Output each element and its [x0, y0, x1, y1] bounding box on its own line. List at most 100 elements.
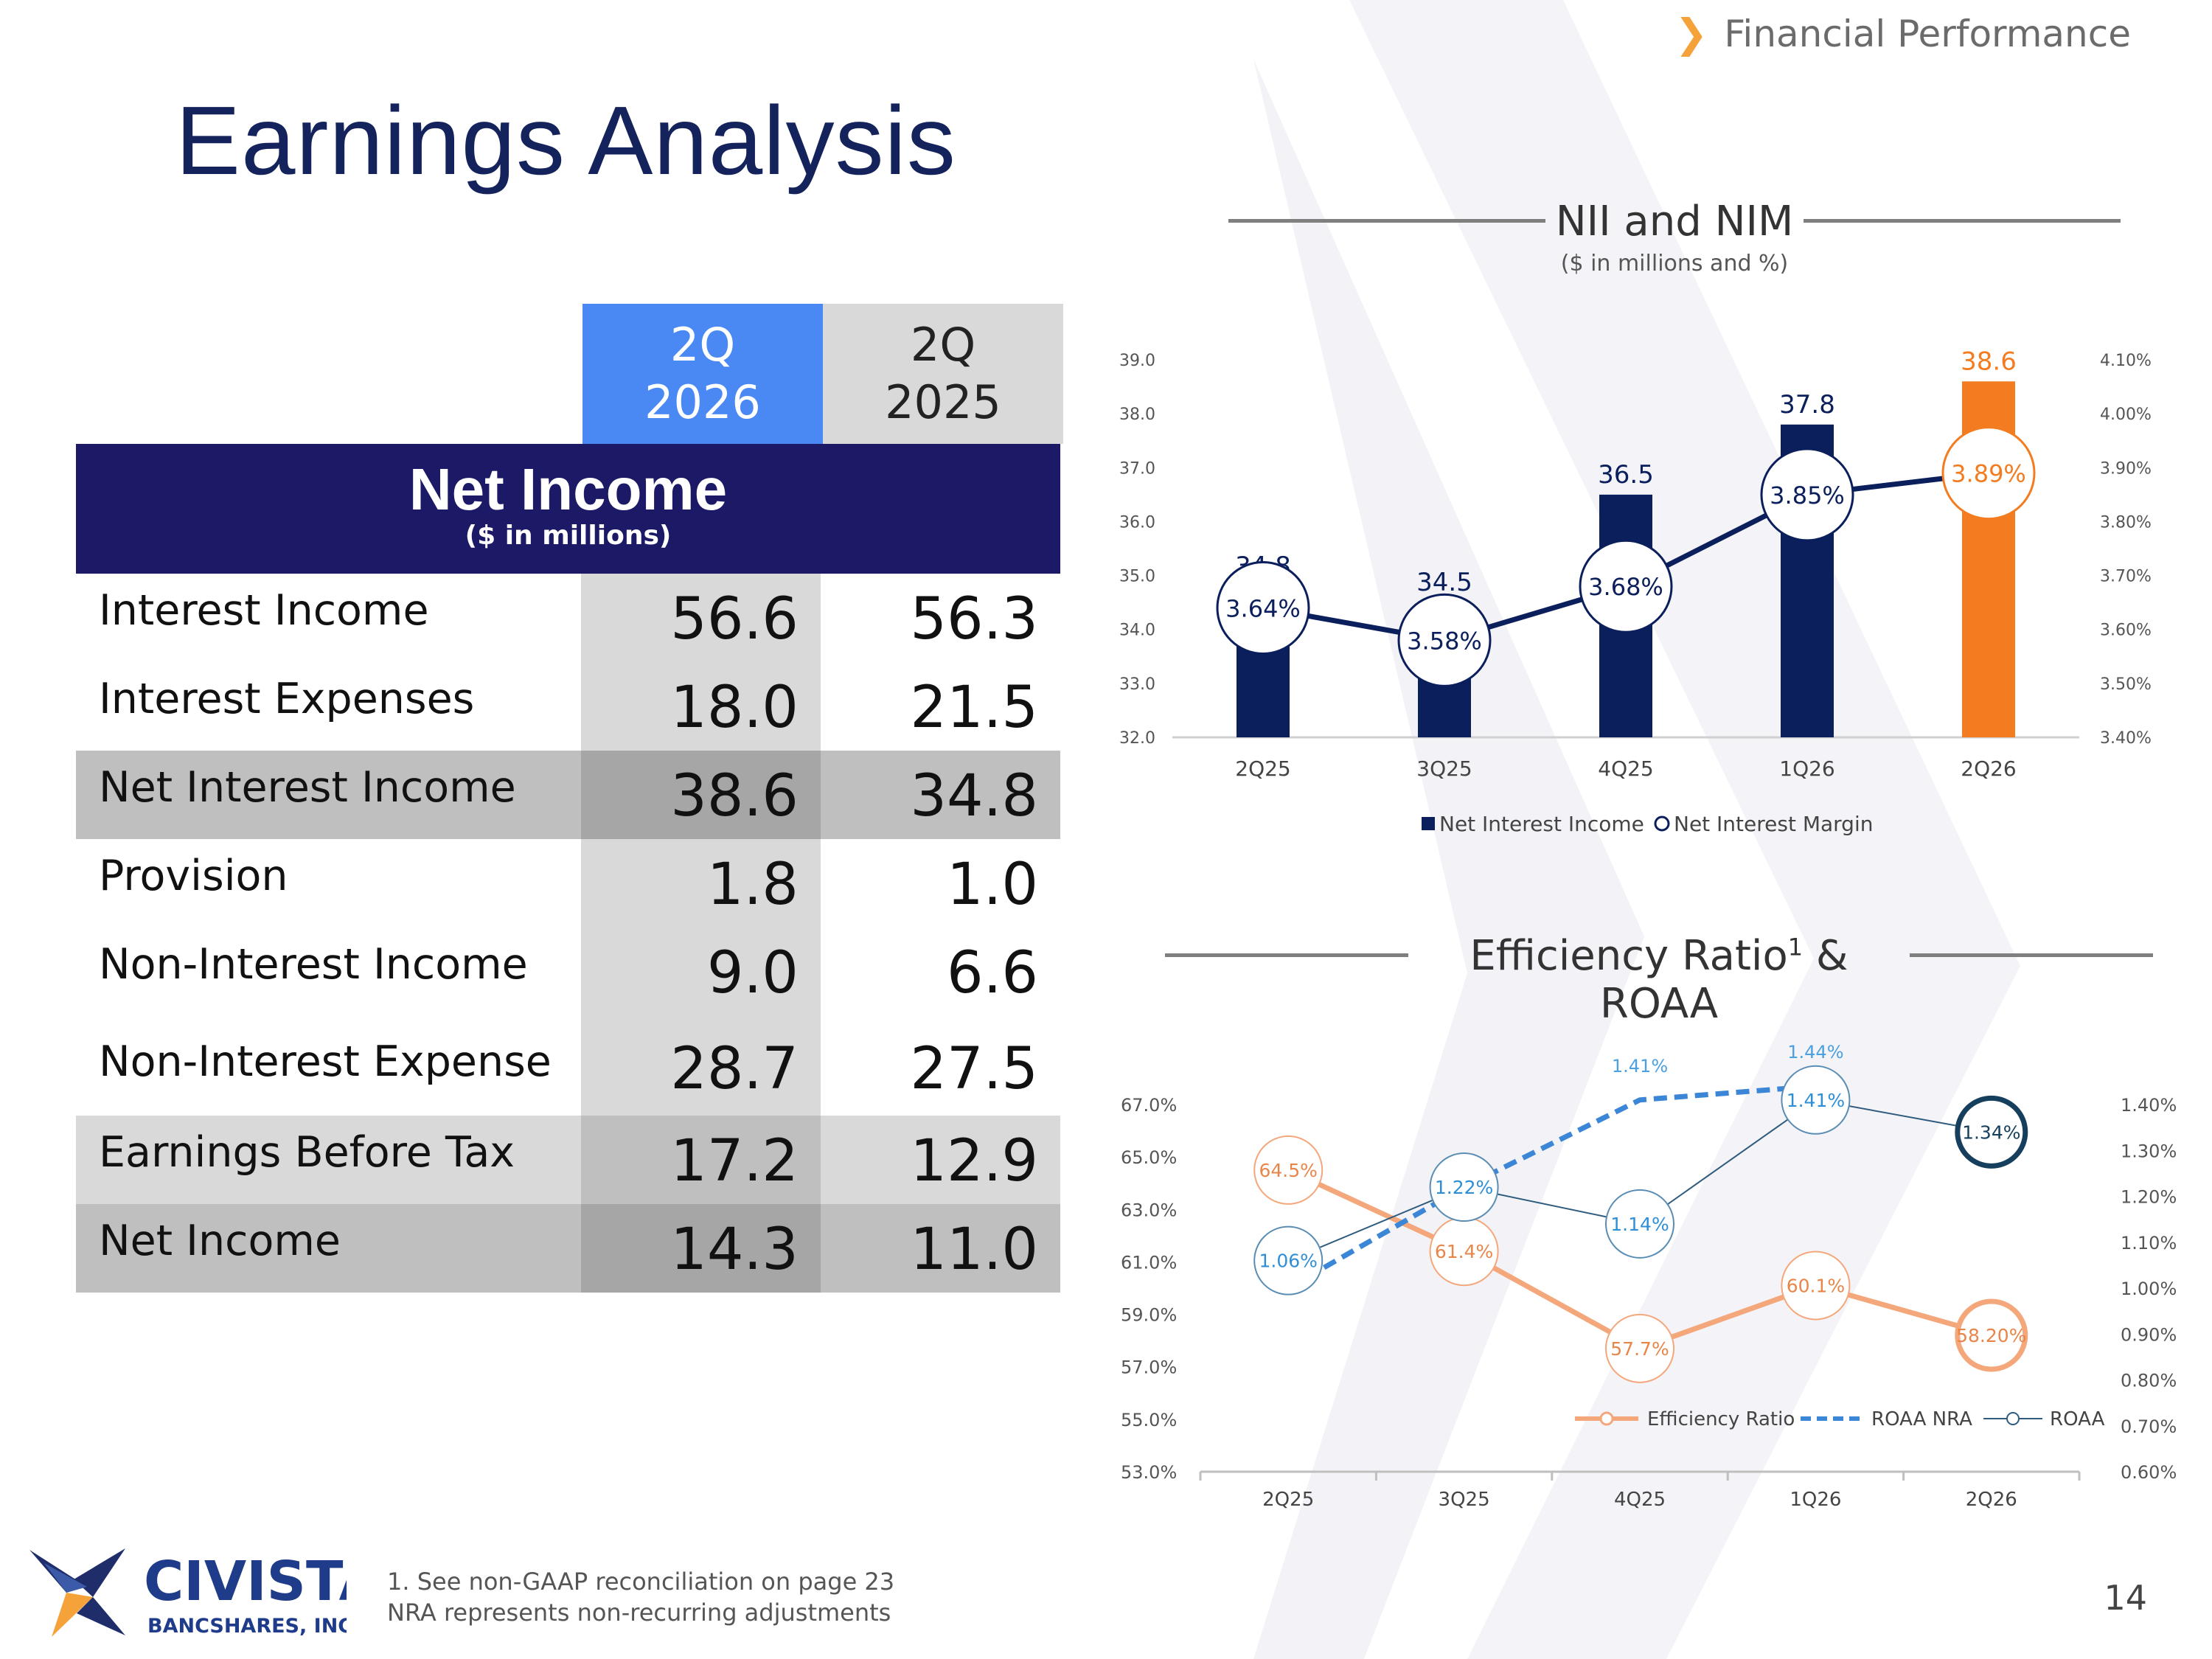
roaa-data-label: 1.22%: [1435, 1177, 1493, 1198]
row-value-current: 1.8: [580, 839, 821, 928]
x-tick-label: 3Q25: [1416, 757, 1472, 781]
x-tick-label: 2Q26: [1966, 1489, 2017, 1511]
y-right-tick-label: 1.40%: [2121, 1095, 2177, 1116]
nim-point: [1579, 539, 1673, 633]
y-left-tick-label: 67.0%: [1121, 1095, 1177, 1116]
efficiency-ratio-data-label: 57.7%: [1610, 1338, 1669, 1360]
row-value-current: 17.2: [580, 1116, 821, 1204]
y-right-tick-label: 3.70%: [2100, 568, 2152, 586]
roaa-data-label: 1.34%: [1962, 1121, 2020, 1143]
y-left-tick-label: 36.0: [1119, 513, 1155, 532]
nii-nim-chart: 32.0 33.0 34.0 35.0 36.0 37.0 38.0 39.0 3.40% 3.5…: [1119, 347, 2152, 836]
chart-title-footnote-marker: 1: [1787, 933, 1804, 961]
header-period: 2Q: [669, 318, 736, 372]
row-label: Net Income: [76, 1204, 581, 1293]
bar-data-label: 38.6: [1961, 347, 2017, 376]
chevron-right-icon: ❯: [1674, 10, 1708, 57]
roaa-point: [1429, 1152, 1499, 1222]
y-left-tick-label: 38.0: [1119, 406, 1155, 424]
roaa-data-label: 1.14%: [1610, 1214, 1669, 1235]
efficiency-ratio-data-label: 64.5%: [1259, 1160, 1317, 1181]
y-right-tick-label: 1.20%: [2121, 1187, 2177, 1208]
bar-data-label: 37.8: [1779, 390, 1835, 420]
y-left-tick-label: 55.0%: [1121, 1410, 1177, 1430]
nim-data-label: 3.68%: [1588, 573, 1663, 601]
y-right-tick-label: 0.80%: [2121, 1371, 2177, 1391]
nim-point: [1941, 426, 2036, 521]
efficiency-roaa-chart: 53.0% 55.0% 57.0% 59.0% 61.0% 63.0% 65.0% 67.0%…: [1121, 1042, 2177, 1511]
nim-point: [1760, 448, 1854, 542]
company-logo: CIVISTA BANCSHARES, INC.: [22, 1541, 381, 1647]
table-row: Net Interest Income 38.6 34.8: [76, 751, 1060, 839]
x-tick-label: 2Q26: [1961, 757, 2016, 781]
y-left-tick-label: 32.0: [1119, 729, 1155, 748]
nim-data-label: 3.85%: [1770, 481, 1845, 509]
row-label: Earnings Before Tax: [76, 1116, 581, 1204]
roaa-point: [1605, 1189, 1674, 1259]
row-label: Non-Interest Expense: [99, 1037, 552, 1086]
heading-rule: [1804, 219, 2121, 223]
efficiency-ratio-data-label: 61.4%: [1435, 1241, 1493, 1262]
efficiency-ratio-data-label: 58.20%: [1956, 1325, 2026, 1346]
roaa-nra-line: [1287, 1083, 1816, 1291]
x-tick-label: 4Q25: [1598, 757, 1653, 781]
y-left-tick-label: 53.0%: [1121, 1462, 1177, 1483]
legend-label: ROAA: [2050, 1408, 2105, 1430]
y-right-tick-label: 3.50%: [2100, 675, 2152, 694]
row-value-current: 38.6: [580, 751, 821, 839]
logo-subtitle: BANCSHARES, INC.: [147, 1615, 347, 1638]
row-value-prior: 12.9: [820, 1116, 1060, 1204]
y-right-tick-label: 1.00%: [2121, 1279, 2177, 1299]
y-right-tick-label: 0.90%: [2121, 1324, 2177, 1345]
footnotes: 1. See non-GAAP reconciliation on page 2…: [387, 1566, 894, 1628]
legend-marker-efficiency: [1599, 1411, 1614, 1426]
x-tick-label: 4Q25: [1614, 1489, 1666, 1511]
section-title: Net Income: [408, 456, 728, 522]
legend-label: Net Interest Income: [1439, 812, 1644, 836]
legend-marker-roaa: [2006, 1412, 2020, 1425]
bar-data-label: 36.5: [1598, 460, 1654, 490]
y-left-tick-label: 57.0%: [1121, 1357, 1177, 1378]
heading-rule: [1228, 219, 1545, 223]
chart-subtitle: ($ in millions and %): [1560, 251, 1789, 276]
chart-title-main: Efficiency Ratio: [1470, 932, 1788, 980]
table-row: Net Income 14.3 11.0: [76, 1204, 1060, 1293]
table-body: Interest Income 56.6 56.3 Interest Expen…: [76, 574, 1060, 1293]
y-right-tick-label: 4.00%: [2100, 406, 2152, 424]
nim-data-label: 3.58%: [1407, 627, 1482, 655]
y-right-tick-label: 3.80%: [2100, 513, 2152, 532]
chart-title-suffix: & ROAA: [1599, 932, 1848, 1028]
y-right-tick-label: 3.60%: [2100, 622, 2152, 640]
row-value-prior: 34.8: [820, 751, 1060, 839]
row-value-prior: 56.3: [820, 574, 1060, 662]
row-label: Provision: [99, 852, 288, 900]
row-value-current: 14.3: [580, 1204, 821, 1293]
row-value-prior: 11.0: [820, 1204, 1060, 1293]
row-value-prior: 6.6: [820, 928, 1060, 1016]
y-left-tick-label: 37.0: [1119, 459, 1155, 478]
page-number: 14: [2104, 1578, 2147, 1618]
heading-rule: [1910, 953, 2153, 957]
roaa-point: [1781, 1065, 1851, 1135]
legend-label: ROAA NRA: [1871, 1408, 1972, 1430]
header-year: 2026: [644, 375, 761, 429]
legend-label: Efficiency Ratio: [1647, 1408, 1795, 1430]
page-title: Earnings Analysis: [175, 86, 956, 195]
nim-point: [1397, 593, 1492, 687]
y-left-tick-label: 61.0%: [1121, 1252, 1177, 1273]
nim-data-label: 3.89%: [1951, 460, 2026, 488]
table-row: Non-Interest Income 9.0 6.6: [76, 928, 1060, 1016]
y-right-tick-label: 3.40%: [2100, 729, 2152, 748]
row-value-prior: 21.5: [820, 662, 1060, 751]
x-tick-label: 2Q25: [1235, 757, 1290, 781]
row-value-current: 18.0: [580, 662, 821, 751]
y-left-tick-label: 63.0%: [1121, 1200, 1177, 1220]
x-tick-label: 1Q26: [1779, 757, 1834, 781]
y-left-tick-label: 33.0: [1119, 675, 1155, 694]
row-value-current: 56.6: [580, 574, 821, 662]
row-label: Interest Income: [99, 586, 429, 635]
efficiency-ratio-data-label: 60.1%: [1787, 1275, 1845, 1296]
roaa-data-label: 1.41%: [1787, 1090, 1845, 1111]
efficiency-ratio-point: [1605, 1313, 1674, 1383]
efficiency-ratio-point: [1955, 1298, 2028, 1372]
